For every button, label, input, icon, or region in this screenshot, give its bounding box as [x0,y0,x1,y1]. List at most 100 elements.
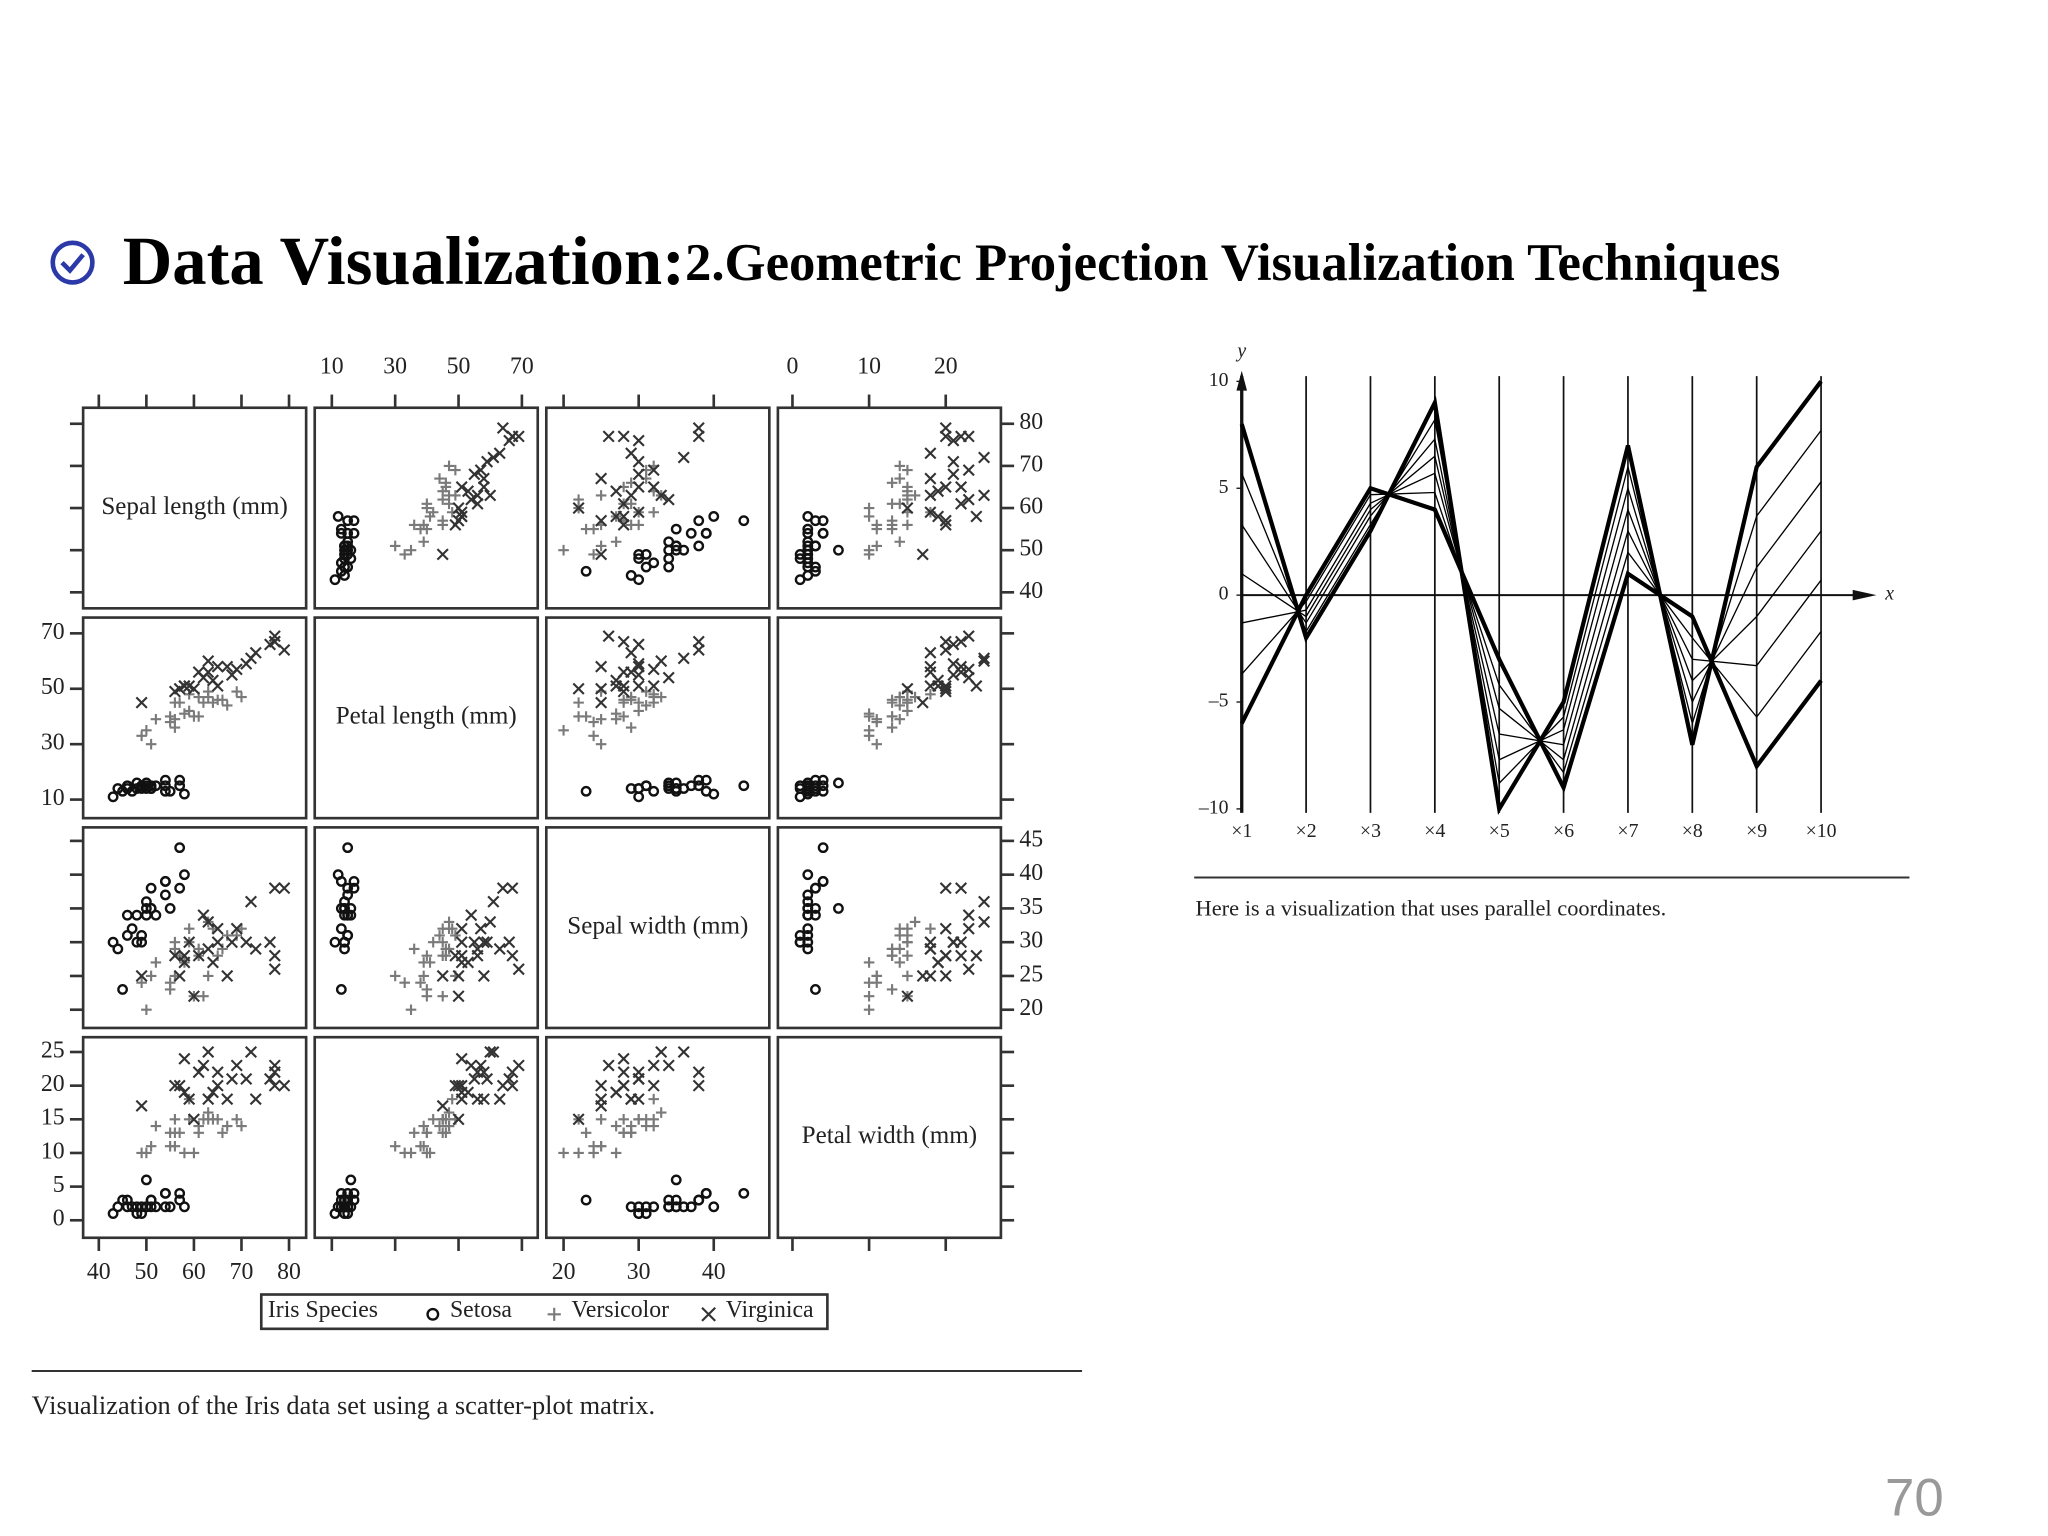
point [647,464,660,477]
point [197,909,210,922]
point [617,666,630,679]
point [450,464,461,476]
point [700,1187,712,1199]
polyline [1241,472,1822,761]
point [955,635,968,648]
point [595,660,608,673]
point [434,473,445,484]
point [939,969,952,982]
point [335,565,347,577]
point [902,950,913,961]
panel [776,616,1003,820]
y-tick-label: 70 [41,619,65,645]
point [817,842,829,854]
panel [544,406,771,610]
y-tick-label: 45 [1019,826,1043,852]
x-tick-label: 70 [230,1259,254,1285]
y-tick-label: 50 [1019,536,1043,562]
point [446,1093,458,1105]
point [794,930,806,941]
point [595,1140,607,1152]
point [477,1093,490,1106]
point [573,697,584,708]
point [802,923,814,935]
point [225,1072,238,1085]
point [249,1093,262,1106]
point [662,493,675,506]
x-tick-label: 80 [277,1259,301,1285]
point [902,697,913,708]
panel [313,826,540,1030]
point [602,1059,615,1072]
point [655,1045,668,1059]
point [947,638,960,651]
point [871,540,883,552]
point [179,869,190,881]
point [278,882,291,895]
point [573,494,584,505]
point [159,774,171,786]
point [573,711,584,722]
point [455,506,468,519]
point [902,519,913,531]
point [421,1127,433,1139]
polyline [1239,380,1823,815]
point [558,1147,569,1159]
point [244,652,258,665]
point [978,451,991,464]
point [335,523,347,535]
point [121,1194,133,1206]
point [632,434,645,447]
point [150,1201,162,1213]
point [408,519,420,531]
point [437,990,448,1002]
point [342,515,354,527]
point [670,544,682,556]
point [595,696,608,709]
point [221,969,234,982]
point [174,842,186,854]
point [677,1045,690,1059]
point [871,523,883,535]
point [188,1147,200,1159]
point [206,1086,219,1099]
point [886,498,898,510]
point [405,1004,417,1016]
point [939,518,952,531]
point [939,679,952,693]
point [217,1127,228,1139]
point [640,700,652,711]
point [332,511,344,522]
y-tick-label: 30 [1019,928,1043,954]
point [617,685,630,698]
point [595,514,608,527]
point [168,1079,181,1092]
point [939,922,952,935]
x-tick-label: 70 [510,354,534,380]
point [145,1140,157,1152]
point [677,652,690,665]
point [962,430,975,443]
y-tick-label: 5 [53,1172,65,1198]
y-tick-label: 25 [1019,961,1043,987]
point [174,1187,186,1199]
point [932,485,945,498]
panel [776,1035,1003,1240]
point [794,548,806,560]
point [916,696,929,709]
point [692,1066,705,1079]
category-label: ×8 [1682,820,1703,842]
point [902,464,913,476]
point [437,936,448,948]
point [192,1066,205,1079]
panel [313,406,540,610]
point [633,697,644,708]
point [670,523,682,535]
point [268,630,281,643]
point [962,922,975,935]
point [169,1127,181,1139]
x-tick-label: 10 [857,354,881,380]
point [708,511,720,522]
polyline [1241,418,1822,785]
